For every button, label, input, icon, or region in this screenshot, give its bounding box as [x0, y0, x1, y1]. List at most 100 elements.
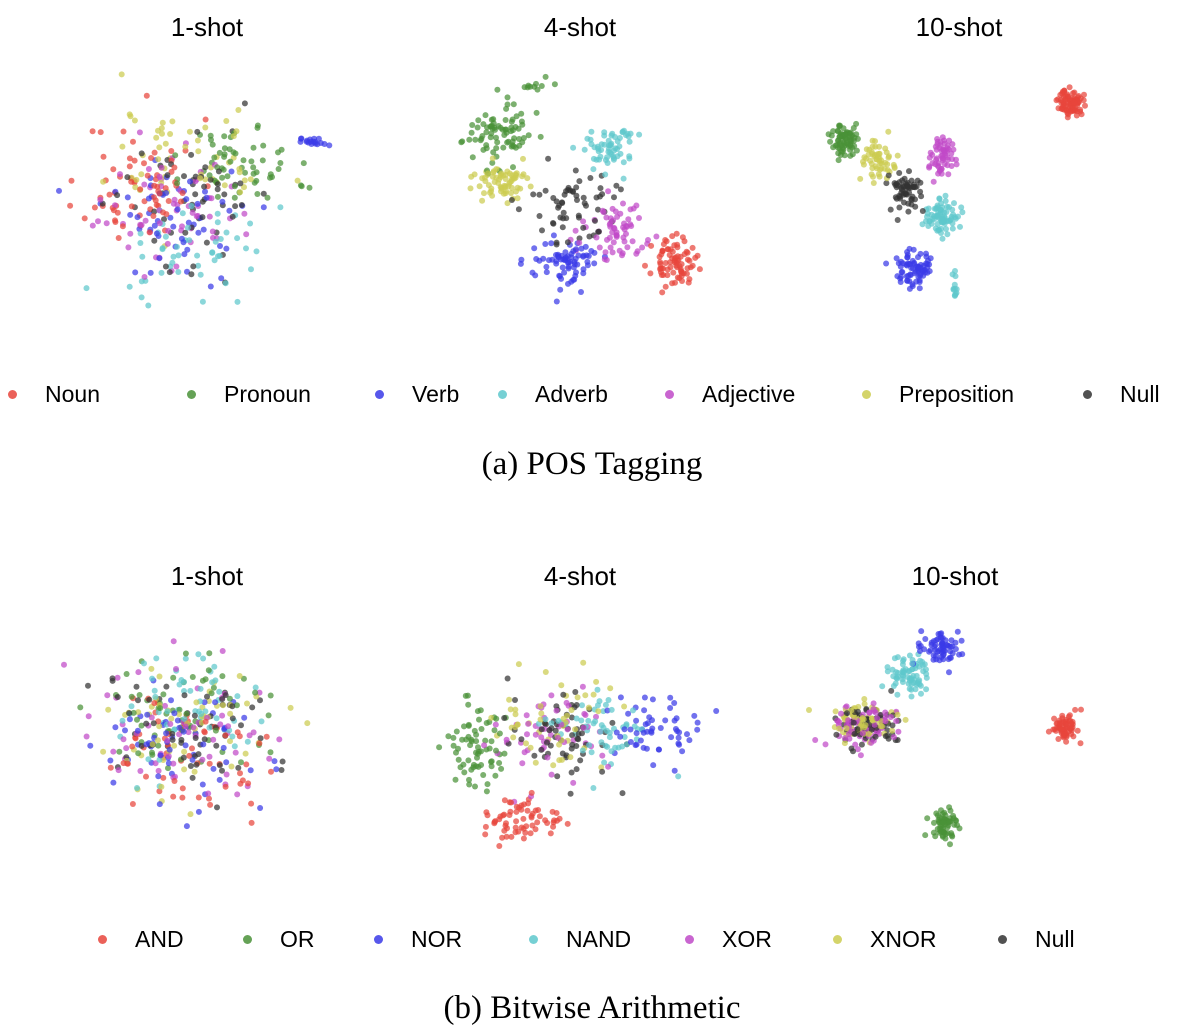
data-point-xnor [572, 726, 579, 733]
data-point-noun [676, 275, 683, 282]
data-point-nand [231, 743, 238, 750]
data-point-adverb [138, 294, 145, 301]
data-point-adjective [933, 155, 940, 162]
data-point-xor [223, 771, 230, 778]
data-point-xor [564, 726, 571, 733]
data-point-noun [659, 289, 666, 296]
data-point-nor [958, 637, 965, 644]
data-point-null [504, 675, 511, 682]
data-point-noun [141, 160, 147, 167]
data-point-xnor [148, 665, 155, 672]
data-point-adjective [206, 213, 213, 220]
data-point-verb [585, 253, 592, 259]
data-point-null [278, 767, 285, 773]
legend-marker-icon [862, 389, 871, 399]
data-point-null [609, 719, 616, 726]
data-point-xnor [236, 673, 243, 679]
data-point-preposition [508, 190, 514, 196]
data-point-preposition [162, 140, 169, 147]
data-point-nor [122, 727, 128, 734]
data-point-nand [206, 724, 213, 731]
data-point-pronoun [479, 133, 486, 139]
data-point-nor [625, 710, 632, 717]
data-point-or [465, 757, 472, 764]
data-point-adverb [570, 144, 577, 151]
data-point-noun [160, 209, 166, 216]
data-point-null [229, 703, 236, 710]
data-point-null [619, 790, 626, 797]
data-point-verb [915, 254, 921, 261]
data-point-preposition [155, 127, 161, 134]
data-point-null [138, 742, 145, 749]
data-point-and [206, 760, 213, 767]
data-point-pronoun [836, 123, 843, 130]
data-point-null [545, 155, 552, 162]
data-point-xor [217, 721, 224, 728]
data-point-and [482, 823, 489, 830]
data-point-verb [326, 142, 333, 149]
data-point-noun [1070, 106, 1077, 113]
data-point-and [1070, 733, 1077, 740]
data-point-xor [895, 728, 902, 735]
data-point-null [559, 200, 566, 206]
data-point-xnor [889, 727, 896, 734]
data-point-noun [141, 198, 148, 205]
data-point-null [896, 170, 903, 176]
data-point-adverb [175, 252, 182, 259]
data-point-preposition [507, 179, 514, 186]
data-point-nand [923, 686, 930, 693]
data-point-adverb [941, 213, 948, 220]
data-point-nor [168, 697, 174, 704]
data-point-nor [927, 647, 934, 654]
data-point-and [206, 795, 212, 802]
data-point-nor [201, 699, 208, 706]
data-point-noun [683, 248, 690, 255]
data-point-or [123, 671, 130, 677]
data-point-xnor [843, 725, 850, 732]
data-point-noun [648, 242, 655, 249]
legend-marker-icon [8, 389, 17, 399]
data-point-null [192, 735, 199, 741]
data-point-or [219, 673, 226, 680]
data-point-and [529, 822, 536, 829]
data-point-verb [134, 214, 141, 221]
data-point-noun [662, 283, 669, 290]
data-point-nor [176, 724, 183, 731]
data-point-pronoun [853, 131, 860, 138]
data-point-pronoun [490, 149, 497, 156]
data-point-preposition [873, 156, 880, 163]
data-point-preposition [294, 177, 301, 184]
data-point-nand [153, 655, 160, 662]
data-point-null [536, 191, 543, 198]
data-point-adjective [600, 209, 607, 216]
data-point-pronoun [219, 174, 226, 181]
data-point-pronoun [254, 122, 261, 129]
data-point-xnor [558, 682, 565, 689]
data-point-null [560, 691, 567, 698]
panel-title-a-10shot: 10-shot [915, 12, 1003, 42]
data-point-verb [194, 200, 201, 207]
data-point-preposition [235, 107, 242, 113]
data-point-noun [683, 270, 690, 277]
data-point-adverb [939, 204, 946, 211]
data-point-noun [67, 202, 74, 209]
data-point-null [542, 187, 549, 194]
data-point-or [149, 751, 156, 758]
data-point-null [912, 203, 919, 210]
data-point-null [249, 704, 256, 711]
data-point-or [493, 715, 500, 722]
data-point-preposition [527, 183, 534, 190]
data-point-adverb [159, 245, 166, 252]
data-point-and [500, 812, 507, 819]
data-point-and [520, 815, 527, 822]
data-point-and [553, 810, 560, 816]
data-point-nor [220, 744, 227, 751]
data-point-verb [565, 280, 571, 287]
data-point-adverb [162, 233, 169, 240]
data-point-null [512, 697, 518, 703]
data-point-adjective [613, 233, 620, 240]
data-point-verb [897, 279, 904, 285]
data-point-xnor [806, 707, 812, 713]
data-point-null [187, 763, 194, 769]
data-point-xnor [227, 710, 234, 717]
